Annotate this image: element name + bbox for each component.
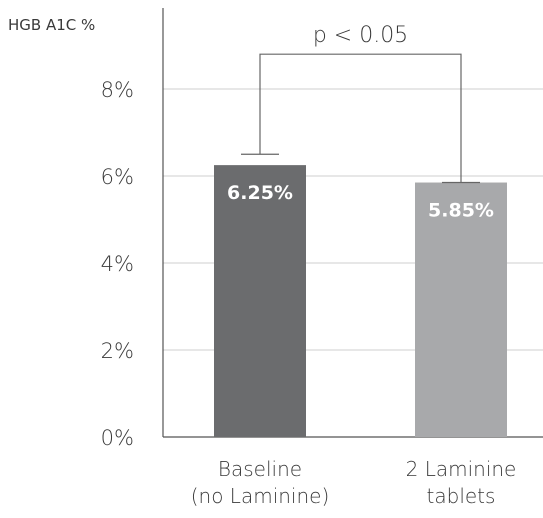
bar-value-label: 5.85%: [428, 200, 494, 222]
y-tick-label: 4%: [101, 252, 134, 276]
y-tick-label: 6%: [101, 165, 134, 189]
y-axis-label: HGB A1C %: [8, 16, 95, 34]
category-label: 2 Laminine: [406, 457, 517, 481]
y-tick-label: 8%: [101, 78, 134, 102]
bars: 6.25% 5.85%: [214, 165, 507, 437]
significance-line: [259, 53, 462, 183]
bar: [214, 165, 306, 437]
category-label: tablets: [427, 484, 496, 508]
significance-bracket: p < 0.05: [259, 23, 462, 183]
category-label: (no Laminine): [191, 484, 330, 508]
bar: [415, 182, 507, 437]
y-tick-label: 2%: [101, 339, 134, 363]
significance-label: p < 0.05: [313, 23, 408, 48]
y-tick-labels: 0% 2% 4% 6% 8%: [101, 78, 134, 450]
category-labels: Baseline (no Laminine) 2 Laminine tablets: [191, 457, 517, 508]
y-tick-label: 0%: [101, 426, 134, 450]
bar-value-label: 6.25%: [227, 182, 293, 204]
category-label: Baseline: [218, 457, 302, 481]
